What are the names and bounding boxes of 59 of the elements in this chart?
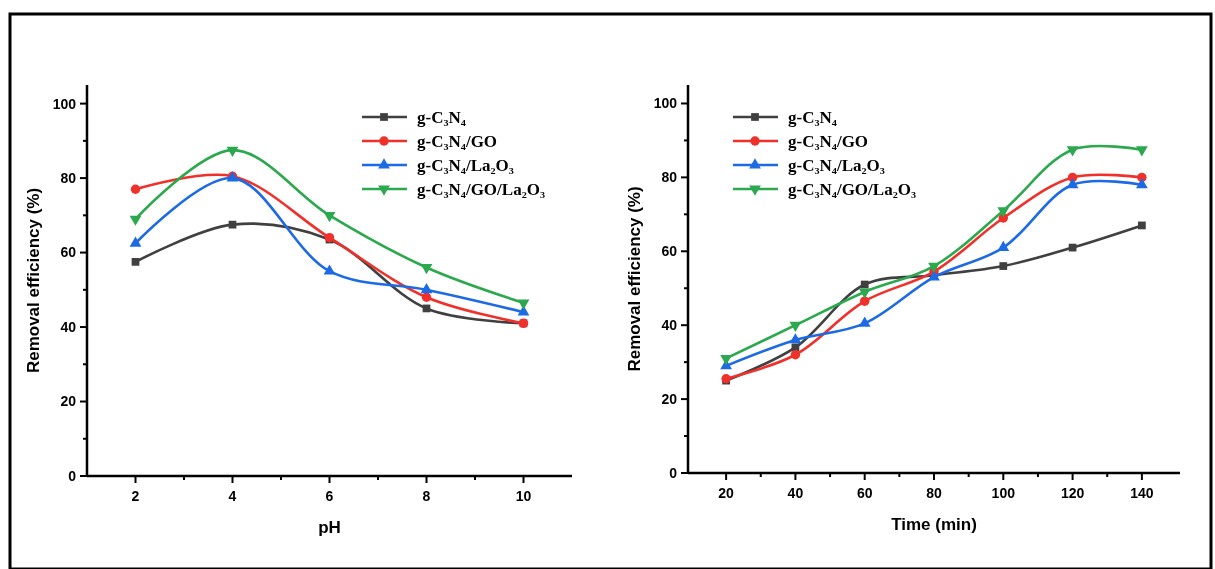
y-tick-label: 100 bbox=[653, 95, 678, 112]
y-axis-title: Removal efficiency (%) bbox=[625, 186, 644, 372]
x-axis-title: Time (min) bbox=[891, 515, 977, 534]
point bbox=[420, 283, 433, 294]
x-tick-label: 80 bbox=[926, 485, 942, 501]
x-tick-label: 20 bbox=[718, 485, 735, 501]
point bbox=[129, 215, 142, 226]
x-tick-label: 120 bbox=[1060, 485, 1085, 501]
legend-label: g-C₃N₄/GO/La₂O₃ bbox=[788, 179, 917, 199]
y-tick-label: 40 bbox=[60, 318, 77, 335]
point bbox=[997, 207, 1010, 218]
y-tick-label: 80 bbox=[60, 170, 77, 186]
x-axis-title: pH bbox=[318, 518, 341, 537]
legend-label: g-C₃N₄/La₂O₃ bbox=[788, 155, 885, 175]
x-tick-label: 60 bbox=[856, 485, 873, 501]
y-tick-label: 60 bbox=[60, 244, 77, 261]
point bbox=[226, 146, 239, 157]
x-tick-label: 140 bbox=[1130, 485, 1154, 501]
x-tick-label: 6 bbox=[325, 488, 334, 504]
point bbox=[999, 262, 1008, 270]
x-tick-label: 2 bbox=[131, 488, 140, 504]
point bbox=[789, 321, 802, 332]
point bbox=[859, 296, 870, 306]
point bbox=[130, 184, 141, 194]
x-tick-label: 100 bbox=[991, 485, 1016, 501]
point bbox=[129, 236, 142, 247]
y-tick-label: 20 bbox=[661, 391, 678, 407]
x-tick-label: 4 bbox=[228, 488, 237, 504]
y-tick-label: 60 bbox=[661, 243, 678, 260]
x-tick-label: 8 bbox=[422, 488, 431, 504]
point bbox=[790, 350, 801, 360]
legend-label: g-C₃N₄ bbox=[788, 107, 837, 127]
y-tick-label: 0 bbox=[68, 467, 77, 484]
y-tick-label: 100 bbox=[52, 95, 77, 112]
y-tick-label: 80 bbox=[661, 169, 678, 186]
point bbox=[323, 264, 336, 275]
point bbox=[928, 262, 940, 273]
legend-label: g-C₃N₄/GO bbox=[788, 131, 869, 151]
point bbox=[858, 288, 871, 299]
legend-label: g-C₃N₄ bbox=[417, 107, 466, 127]
point bbox=[789, 333, 802, 344]
legend-label: g-C₃N₄/GO bbox=[417, 131, 498, 151]
y-tick-label: 40 bbox=[661, 317, 678, 334]
y-axis-title: Removal efficiency (%) bbox=[24, 187, 43, 374]
legend-label: g-C₃N₄/GO/La₂O₃ bbox=[417, 179, 546, 199]
x-tick-label: 10 bbox=[515, 488, 532, 504]
point bbox=[228, 220, 237, 229]
point bbox=[860, 280, 869, 289]
x-tick-label: 40 bbox=[787, 485, 804, 501]
point bbox=[1066, 146, 1079, 157]
point bbox=[323, 211, 336, 223]
y-tick-label: 20 bbox=[60, 393, 77, 410]
point bbox=[1138, 221, 1146, 230]
point bbox=[131, 258, 140, 266]
point bbox=[858, 316, 871, 327]
point bbox=[421, 292, 432, 302]
point bbox=[1136, 146, 1148, 157]
legend-label: g-C₃N₄/La₂O₃ bbox=[417, 155, 514, 175]
y-tick-label: 0 bbox=[669, 464, 678, 481]
